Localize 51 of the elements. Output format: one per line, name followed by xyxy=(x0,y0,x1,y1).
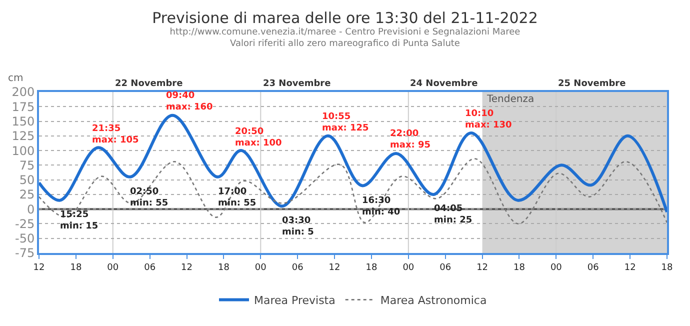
chart-title: Previsione di marea delle ore 13:30 del 21-11-2022 xyxy=(152,8,538,27)
x-tick-label: 00 xyxy=(550,262,562,273)
x-tick-label: 06 xyxy=(292,262,304,273)
annotation: 16:30 min: 40 xyxy=(362,196,400,218)
x-tick-label: 18 xyxy=(218,262,230,273)
x-tick-label: 18 xyxy=(366,262,378,273)
y-tick-label: 150 xyxy=(12,114,35,128)
y-tick-label: -75 xyxy=(14,246,35,260)
ref-line-label: 23 Novembre xyxy=(263,79,331,89)
y-tick-label: -50 xyxy=(14,232,35,246)
y-tick-label: 75 xyxy=(19,158,35,172)
x-tick-label: 06 xyxy=(587,262,600,273)
x-tick-label: 18 xyxy=(70,262,82,273)
annotation: 22:00 max: 95 xyxy=(390,129,431,151)
x-tick-label: 18 xyxy=(514,262,526,273)
x-tick-label: 12 xyxy=(181,262,192,273)
x-tick-label: 00 xyxy=(107,262,119,273)
annotation: 10:55 max: 125 xyxy=(322,112,369,134)
x-tick-label: 18 xyxy=(661,262,673,273)
legend-label: Marea Astronomica xyxy=(380,294,487,307)
legend-label: Marea Prevista xyxy=(254,294,336,307)
annotation: 15:25 min: 15 xyxy=(60,210,98,232)
y-tick-label: 50 xyxy=(19,173,35,188)
ref-line-label: 22 Novembre xyxy=(115,79,183,89)
x-tick-label: 06 xyxy=(440,262,452,273)
annotation: 21:35 max: 105 xyxy=(92,124,139,146)
x-tick-label: 12 xyxy=(476,262,488,273)
y-tick-label: -25 xyxy=(14,216,35,231)
ref-line-label: 24 Novembre xyxy=(410,79,478,89)
annotation: 10:10 max: 130 xyxy=(465,109,512,131)
y-tick-label: 25 xyxy=(19,188,35,202)
y-tick-label: 200 xyxy=(12,85,35,100)
y-tick-label: 100 xyxy=(12,144,35,158)
ref-line-label: 25 Novembre xyxy=(558,79,626,89)
x-tick-label: 12 xyxy=(624,262,636,273)
y-axis-title: cm xyxy=(8,73,24,84)
annotation: 09:40 max: 160 xyxy=(166,91,213,113)
chart-subtitle: http://www.comune.venezia.it/maree - Centro Previsioni e Segnalazioni Maree Valori riferiti allo zero mareografico di Punta Salute xyxy=(170,28,521,50)
annotation: 20:50 max: 100 xyxy=(235,127,282,149)
x-tick-label: 12 xyxy=(33,262,45,273)
y-tick-label: 125 xyxy=(12,129,35,144)
annotation: 03:30 min: 5 xyxy=(282,216,314,238)
band-label: Tendenza xyxy=(486,94,534,105)
x-tick-label: 00 xyxy=(402,262,414,273)
y-tick-label: 0 xyxy=(26,202,35,216)
annotation: 17:00 min: 55 xyxy=(218,187,256,209)
x-tick-label: 06 xyxy=(144,262,156,273)
y-tick-label: 175 xyxy=(12,100,35,114)
x-tick-label: 12 xyxy=(328,262,340,273)
annotation: 02:50 min: 55 xyxy=(130,187,168,209)
x-tick-label: 00 xyxy=(254,262,267,273)
